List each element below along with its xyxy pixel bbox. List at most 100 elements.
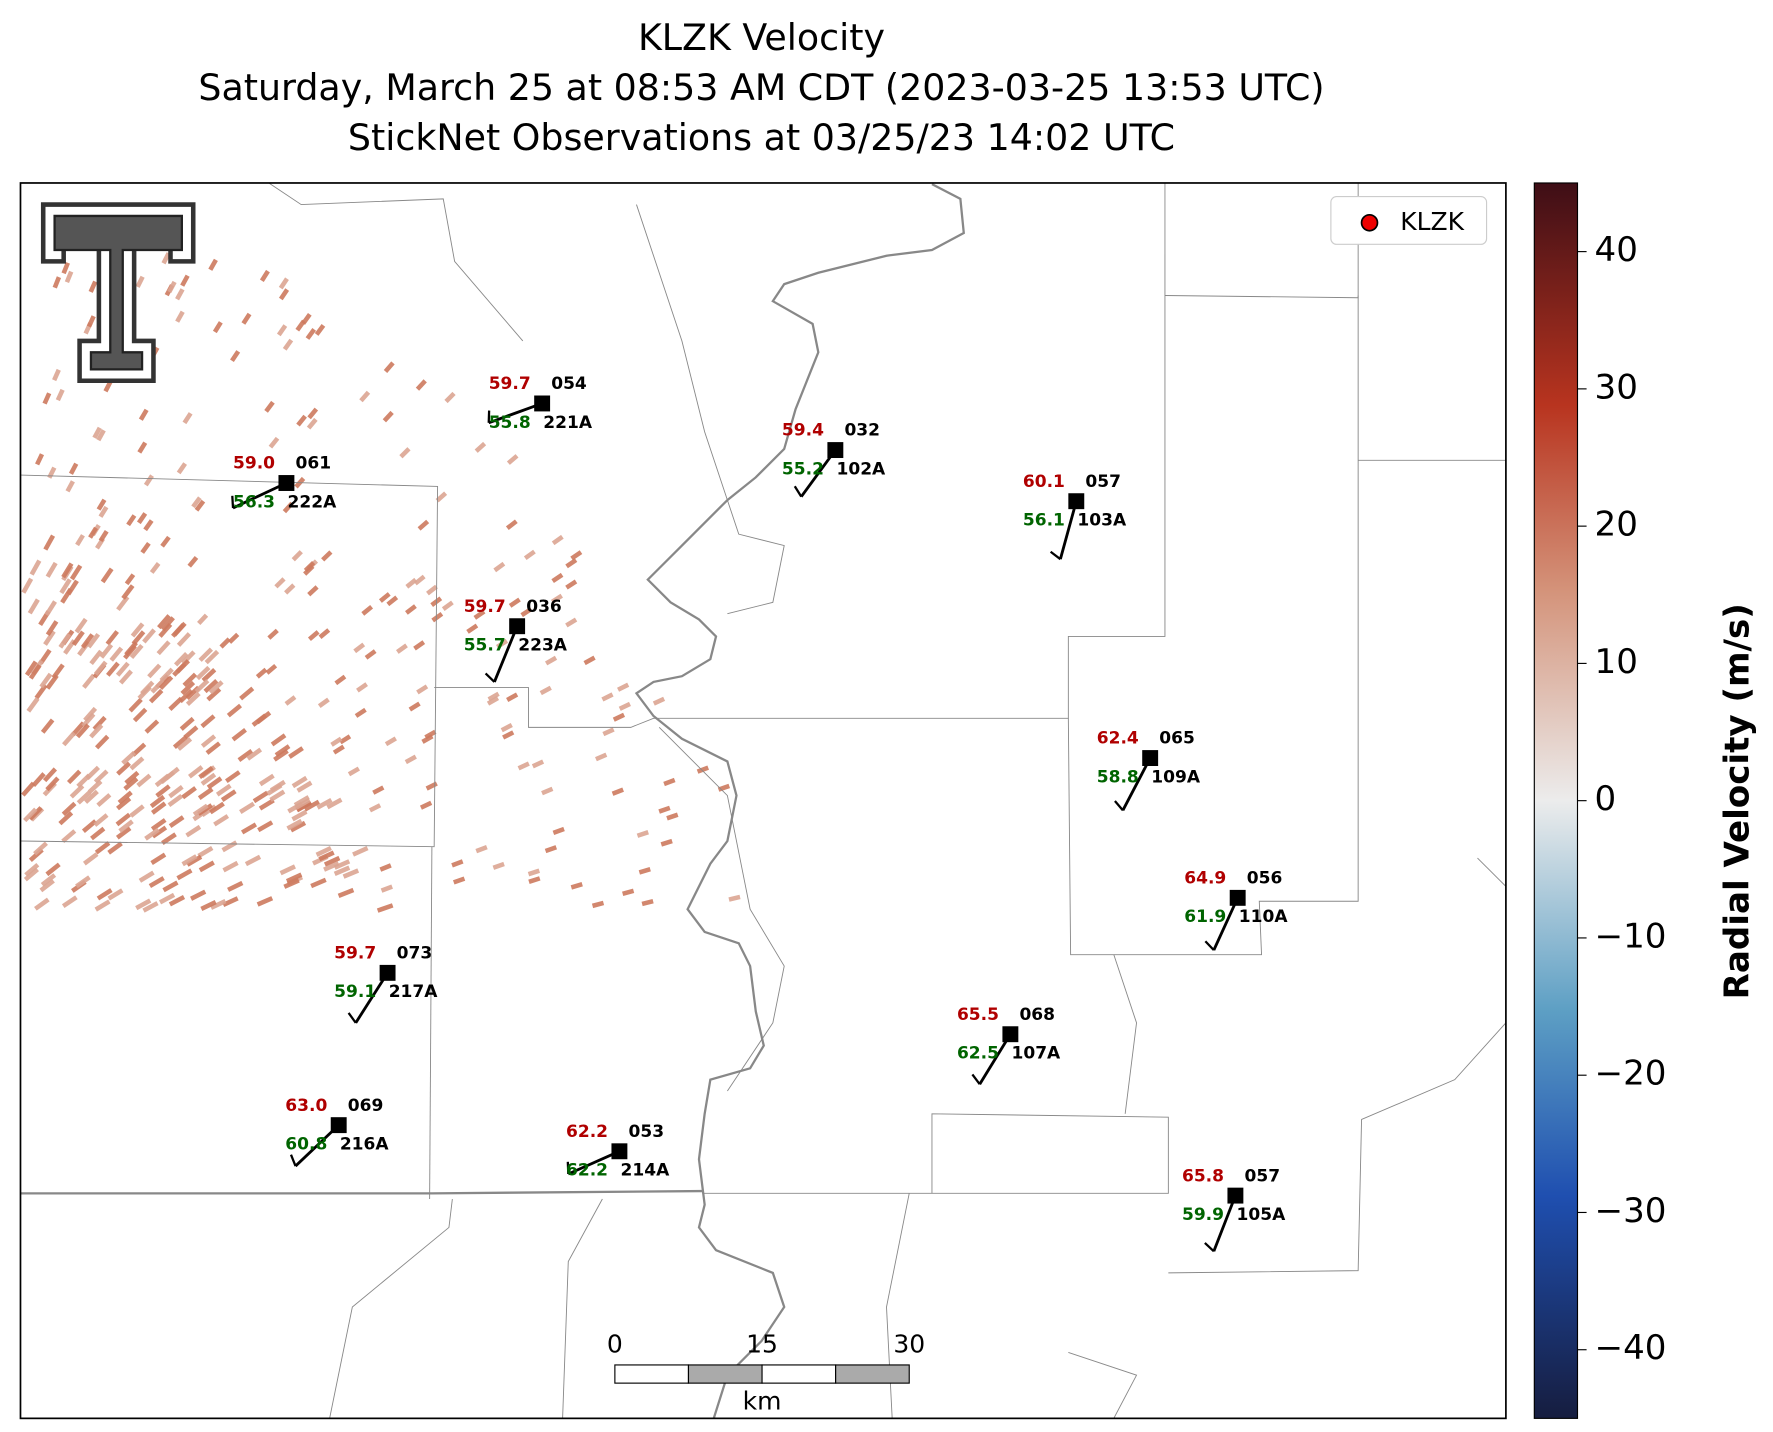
echo [285,872,303,884]
wind-barb [1212,897,1239,951]
station: 64.9 056 61.9 110A [1184,869,1288,951]
echo [318,628,331,640]
echo [71,630,85,647]
echo [43,534,56,551]
echo [86,632,101,649]
station-marker [1142,750,1159,767]
echo [40,718,55,734]
echo [176,737,193,751]
echo [296,414,307,427]
echo [201,668,217,683]
echo [81,819,98,833]
echo [565,579,578,590]
echo [99,643,114,659]
subtitle: StickNet Observations at 03/25/23 14:02 … [348,116,1175,159]
echo [231,728,247,742]
echo [230,350,241,363]
colorbar-tick-label: −40 [1595,1328,1667,1368]
echo [93,813,109,827]
echo [96,498,107,511]
echo [161,832,177,846]
echo [528,876,541,884]
barb-flag [1204,1242,1215,1253]
echo [310,877,327,889]
echo [251,713,267,727]
echo [241,312,252,325]
echo [154,773,171,788]
echo [638,867,651,875]
echo [71,721,86,737]
scale-tick-label: 0 [607,1330,623,1359]
echo [172,735,188,749]
echo [200,900,217,911]
echo [65,480,75,493]
colorbar-tick-label: −20 [1595,1054,1667,1094]
echo [188,765,204,779]
station-marker [1002,1026,1019,1043]
echo [28,806,43,821]
echo [123,776,139,791]
echo [186,854,203,867]
echo [539,685,552,696]
echo [135,275,145,288]
echo [168,815,185,829]
echo [158,675,174,690]
echo [21,781,36,797]
echo [150,852,167,865]
echo [256,896,274,907]
echo [151,825,168,839]
echo [728,894,741,902]
wind-barb [1121,757,1152,811]
echo [180,680,196,696]
echo [38,648,52,665]
echo [531,759,545,769]
echo [115,661,130,677]
echo [68,462,79,475]
echo [205,741,221,755]
station-marker [1068,493,1085,510]
echo [441,600,454,611]
echo [508,597,521,608]
station-id: 107A [1012,1044,1062,1064]
echo [121,584,135,600]
echo [194,678,210,694]
echo [200,734,217,748]
station: 59.7 073 59.1 217A [334,944,438,1024]
temperature: 59.7 [464,597,506,617]
echo [258,773,275,787]
echo [42,767,58,783]
echo [382,410,394,423]
echo [307,407,319,420]
echo [226,703,243,718]
echo [45,776,60,792]
station: 65.8 057 59.9 105A [1182,1166,1287,1253]
barb-flag [231,495,235,509]
echo [208,680,224,695]
temperature: 59.7 [489,374,531,394]
echo [29,559,42,576]
echo [144,719,160,734]
echo [326,797,343,810]
station: 59.7 054 55.8 221A [487,374,593,433]
echo [121,750,137,766]
station-id: 105A [1237,1205,1287,1225]
echo [159,667,174,683]
echo [268,436,280,449]
echo [296,780,313,793]
temperature: 65.5 [957,1005,999,1025]
echo [611,787,624,796]
echo [160,535,171,548]
station: 62.4 065 58.8 109A [1097,729,1201,812]
echo [239,801,255,814]
echo [395,643,408,654]
echo [276,324,288,337]
echo [303,560,316,573]
echo [24,862,40,877]
station-marker [278,475,295,491]
echo [45,862,61,877]
echo [413,640,426,651]
echo [45,561,58,578]
echo [384,736,397,747]
echo [203,679,219,694]
echo [130,622,145,638]
